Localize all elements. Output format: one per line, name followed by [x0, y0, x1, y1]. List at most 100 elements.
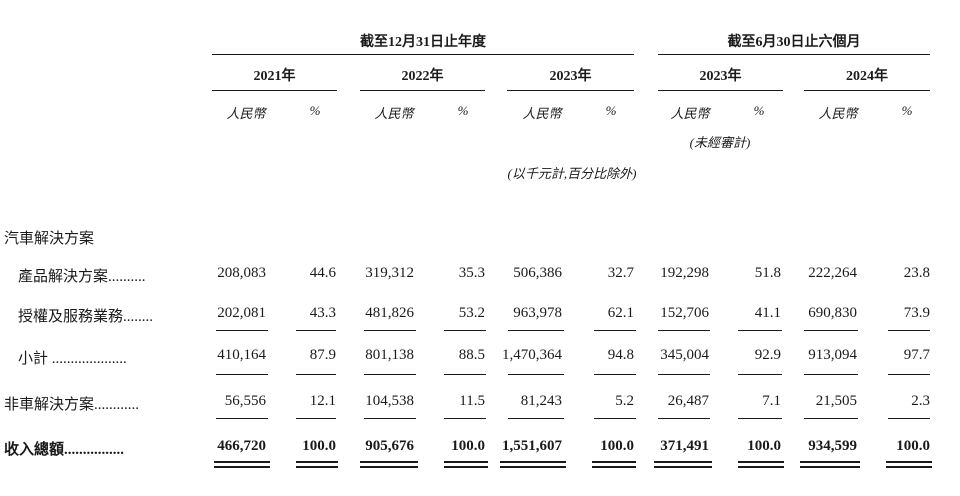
cell-total-2023h1-rmb: 371,491	[660, 438, 709, 454]
cell-subtotal-2021-rmb: 410,164	[217, 347, 266, 363]
unit-note: (以千元計,百分比除外)	[507, 166, 637, 181]
year-header-2021: 2021年	[253, 69, 296, 84]
row3-rule-9	[804, 418, 858, 419]
sub-rmb-2023-h1: 人民幣	[670, 106, 710, 121]
year-header-2024-h1: 2024年	[846, 69, 888, 84]
cell-total-2021-pct: 100.0	[302, 438, 336, 454]
sub-pct-2021: %	[309, 103, 321, 118]
cell-subtotal-2023-rmb: 1,470,364	[502, 347, 562, 363]
sub-pct-2023-h1: %	[753, 103, 765, 118]
cell-total-2022-rmb: 905,676	[365, 438, 414, 454]
cell-licensing-2021-rmb: 202,081	[217, 305, 266, 321]
cell-licensing-2022-rmb: 481,826	[365, 305, 414, 321]
year-rule-2021	[212, 90, 337, 91]
cell-subtotal-2024h1-rmb: 913,094	[808, 347, 857, 363]
cell-licensing-2023-rmb: 963,978	[513, 305, 562, 321]
subtotal-rule-4	[444, 330, 486, 331]
total-double-rule-7	[654, 461, 712, 468]
cell-subtotal-2022-rmb: 801,138	[365, 347, 414, 363]
group-rule-annual	[212, 54, 634, 55]
subtotal-rule-3	[364, 330, 416, 331]
cell-total-2024h1-rmb: 934,599	[808, 438, 857, 454]
cell-nonauto-2024h1-pct: 2.3	[911, 393, 930, 409]
subtotal-rule-7	[658, 330, 710, 331]
total-double-rule-2	[296, 461, 338, 468]
total-double-rule-3	[360, 461, 418, 468]
cell-nonauto-2023-rmb: 81,243	[520, 393, 562, 409]
row3-rule-3	[364, 418, 416, 419]
cell-product-2024h1-pct: 23.8	[903, 265, 930, 281]
row-label-licensing: 授權及服務業務........	[18, 309, 154, 325]
cell-nonauto-2023-pct: 5.2	[615, 393, 634, 409]
row3-rule-6	[594, 418, 636, 419]
total-double-rule-5	[500, 461, 566, 468]
row3-rule-7	[658, 418, 710, 419]
cell-licensing-2021-pct: 43.3	[309, 305, 336, 321]
cell-nonauto-2023h1-rmb: 26,487	[667, 393, 709, 409]
cell-subtotal-2023h1-rmb: 345,004	[660, 347, 709, 363]
cell-nonauto-2021-rmb: 56,556	[224, 393, 266, 409]
cell-licensing-2023h1-pct: 41.1	[754, 305, 781, 321]
cell-nonauto-2023h1-pct: 7.1	[762, 393, 781, 409]
row3-rule-10	[888, 418, 930, 419]
sub-rmb-2024-h1: 人民幣	[818, 106, 858, 121]
year-rule-2024-h1	[804, 90, 930, 91]
subtotal-rule-10	[888, 330, 930, 331]
total-double-rule-6	[592, 461, 636, 468]
cell-total-2023-pct: 100.0	[600, 438, 634, 454]
cell-product-2023h1-rmb: 192,298	[660, 265, 709, 281]
row-label-product: 產品解決方案..........	[18, 269, 146, 285]
cell-nonauto-2021-pct: 12.1	[309, 393, 336, 409]
cell-product-2022-pct: 35.3	[458, 265, 485, 281]
sub-rmb-2021: 人民幣	[226, 106, 266, 121]
cell-total-2023-rmb: 1,551,607	[502, 438, 562, 454]
cell-subtotal-2023-pct: 94.8	[607, 347, 634, 363]
cell-nonauto-2024h1-rmb: 21,505	[815, 393, 857, 409]
subtotal-rule-8	[738, 330, 782, 331]
cell-subtotal-2023h1-pct: 92.9	[754, 347, 781, 363]
sub-pct-2022: %	[457, 103, 469, 118]
total-double-rule-4	[444, 461, 488, 468]
row3-rule-4	[444, 418, 486, 419]
cell-product-2021-pct: 44.6	[309, 265, 336, 281]
sub-pct-2023: %	[605, 103, 617, 118]
unaudited-note: (未經審計)	[689, 135, 751, 150]
sub-rmb-2023: 人民幣	[522, 106, 562, 121]
row-label-total: 收入總額................	[4, 442, 125, 458]
total-double-rule-10	[886, 461, 932, 468]
sub-pct-2024-h1: %	[901, 103, 913, 118]
cell-subtotal-2024h1-pct: 97.7	[903, 347, 930, 363]
cell-product-2023h1-pct: 51.8	[754, 265, 781, 281]
total-double-rule-8	[738, 461, 784, 468]
year-header-2022: 2022年	[401, 69, 444, 84]
sub-rmb-2022: 人民幣	[374, 106, 414, 121]
group-header-interim: 截至6月30日止六個月	[727, 35, 861, 50]
year-rule-2022	[360, 90, 485, 91]
year-header-2023-h1: 2023年	[699, 69, 742, 84]
total-double-rule-1	[214, 461, 270, 468]
row3-rule-2	[296, 418, 336, 419]
row2-rule-1	[216, 374, 268, 375]
subtotal-rule-5	[508, 330, 564, 331]
cell-product-2024h1-rmb: 222,264	[808, 265, 857, 281]
cell-total-2023h1-pct: 100.0	[747, 438, 781, 454]
year-header-2023: 2023年	[549, 69, 592, 84]
cell-product-2023-rmb: 506,386	[513, 265, 562, 281]
row3-rule-1	[216, 418, 268, 419]
row2-rule-3	[364, 374, 416, 375]
cell-licensing-2024h1-rmb: 690,830	[808, 305, 857, 321]
subtotal-rule-2	[296, 330, 336, 331]
cell-total-2024h1-pct: 100.0	[896, 438, 930, 454]
cell-subtotal-2021-pct: 87.9	[309, 347, 336, 363]
cell-product-2022-rmb: 319,312	[365, 265, 414, 281]
row-label-subtotal: 小計 ....................	[18, 351, 127, 367]
cell-product-2023-pct: 32.7	[607, 265, 634, 281]
group-rule-interim	[658, 54, 930, 55]
cell-licensing-2022-pct: 53.2	[458, 305, 485, 321]
cell-product-2021-rmb: 208,083	[217, 265, 266, 281]
cell-total-2021-rmb: 466,720	[217, 438, 266, 454]
cell-nonauto-2022-pct: 11.5	[459, 393, 485, 409]
row2-rule-8	[738, 374, 782, 375]
cell-licensing-2023-pct: 62.1	[607, 305, 634, 321]
cell-total-2022-pct: 100.0	[451, 438, 485, 454]
